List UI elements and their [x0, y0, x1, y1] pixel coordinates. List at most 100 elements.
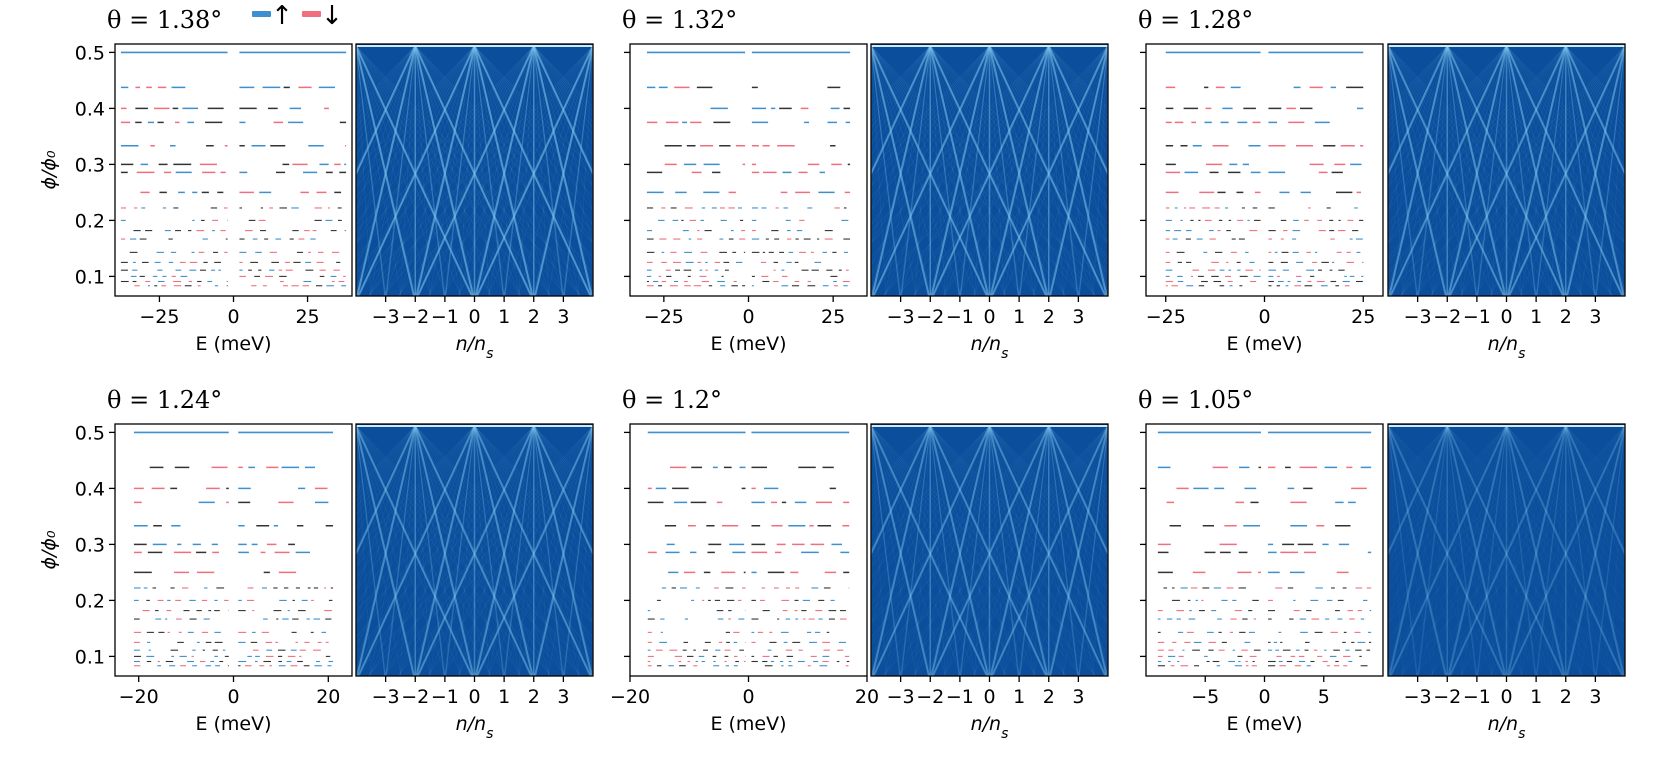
fan-line — [356, 45, 416, 188]
fan-line — [1624, 46, 1625, 48]
fan-line — [442, 45, 593, 296]
fan-line — [958, 45, 1050, 296]
fan-line — [1448, 425, 1567, 676]
fan-line — [1048, 45, 1108, 129]
fan-line — [414, 45, 446, 296]
fan-lines — [1388, 45, 1625, 296]
fan-line — [533, 425, 593, 493]
fan-line — [1388, 45, 1448, 129]
fan-line — [356, 45, 534, 275]
fan-lines — [1388, 425, 1625, 676]
fan-line — [1032, 425, 1108, 676]
fan-line — [474, 45, 490, 296]
x-tick-label: −25 — [1146, 306, 1186, 328]
fan-line — [547, 425, 593, 676]
fan-line — [1388, 425, 1448, 509]
fan-line — [356, 45, 522, 296]
x-axis-label: n/ns — [1488, 713, 1526, 742]
x-tick-label: 20 — [855, 686, 879, 708]
fan-line — [1388, 45, 1448, 146]
fan-line — [974, 45, 990, 296]
fan-line — [988, 425, 1050, 676]
fan-line — [474, 425, 535, 676]
fan-line — [1388, 45, 1507, 179]
fan-line — [474, 425, 505, 676]
fan-line — [1506, 45, 1537, 296]
fan-line — [474, 425, 593, 550]
fan-line — [415, 425, 593, 639]
fan-line — [1565, 45, 1625, 113]
fan-line — [414, 425, 475, 676]
fan-line — [1505, 425, 1537, 676]
fan-line — [1447, 425, 1625, 624]
fan-line — [1565, 425, 1625, 498]
fan-line — [871, 45, 1049, 275]
fan-line — [871, 45, 1007, 296]
x-tick-label: −3 — [887, 686, 915, 708]
fan-line — [1506, 425, 1597, 676]
x-tick-label: 2 — [1043, 306, 1055, 328]
fan-line — [504, 425, 535, 676]
fan-line — [356, 425, 475, 674]
fan-line — [871, 425, 1097, 676]
fan-line — [356, 45, 417, 296]
fan-line — [871, 45, 931, 245]
x-tick-label: −3 — [1404, 306, 1432, 328]
fan-line — [357, 425, 476, 676]
fan-line — [414, 425, 431, 676]
x-tick-label: 20 — [316, 686, 340, 708]
fan-line — [871, 425, 931, 526]
fan-line — [356, 425, 416, 526]
fan-line — [474, 425, 593, 607]
fan-line — [1388, 425, 1449, 676]
y-tick-label: 0.1 — [75, 266, 105, 288]
fan-line — [397, 45, 593, 296]
fan-line — [1401, 425, 1507, 676]
fan-line — [1565, 425, 1625, 493]
fan-line — [1388, 425, 1614, 676]
fan-line — [356, 425, 402, 676]
fan-line — [1446, 425, 1553, 676]
fan-line — [914, 45, 990, 296]
fan-line — [1446, 425, 1507, 676]
fan-line — [989, 425, 1108, 592]
fan-line — [943, 425, 1050, 676]
fan-line — [1476, 45, 1508, 296]
fan-line — [871, 45, 977, 296]
fan-line — [1389, 45, 1508, 296]
fan-line — [487, 425, 593, 676]
fan-line — [1388, 425, 1418, 676]
fan-line — [1490, 45, 1567, 296]
fan-line — [1388, 45, 1419, 296]
fan-line — [988, 425, 1049, 676]
fan-line — [1506, 425, 1625, 625]
fan-line — [1048, 45, 1108, 113]
fan-line — [1388, 425, 1448, 625]
x-axis-label: E (meV) — [1226, 713, 1302, 735]
fan-line — [884, 425, 931, 676]
spectrum-panel: −5 0 5 E (meV) θ = 1.05° — [1138, 386, 1384, 735]
fan-line — [871, 425, 931, 551]
fan-line — [356, 45, 567, 296]
fan-line — [1388, 45, 1599, 296]
fan-line — [1048, 425, 1065, 676]
x-tick-label: 0 — [1258, 686, 1270, 708]
fan-line — [444, 45, 475, 296]
fan-line — [959, 425, 991, 676]
fan-line — [929, 425, 960, 676]
fan-line — [1624, 426, 1625, 427]
fan-line — [413, 425, 535, 676]
level-marks — [133, 431, 334, 667]
fan-line — [1565, 425, 1625, 489]
fan-line — [1389, 425, 1508, 676]
fan-line — [958, 425, 1050, 676]
fan-line — [1429, 45, 1625, 296]
fan-line — [1579, 45, 1625, 296]
x-tick-label: 0 — [983, 686, 995, 708]
fan-line — [502, 425, 593, 676]
fan-line — [399, 45, 416, 296]
fan-line — [1506, 45, 1567, 296]
fan-line — [474, 425, 593, 568]
fan-line — [1447, 425, 1625, 674]
fan-line — [397, 425, 593, 676]
